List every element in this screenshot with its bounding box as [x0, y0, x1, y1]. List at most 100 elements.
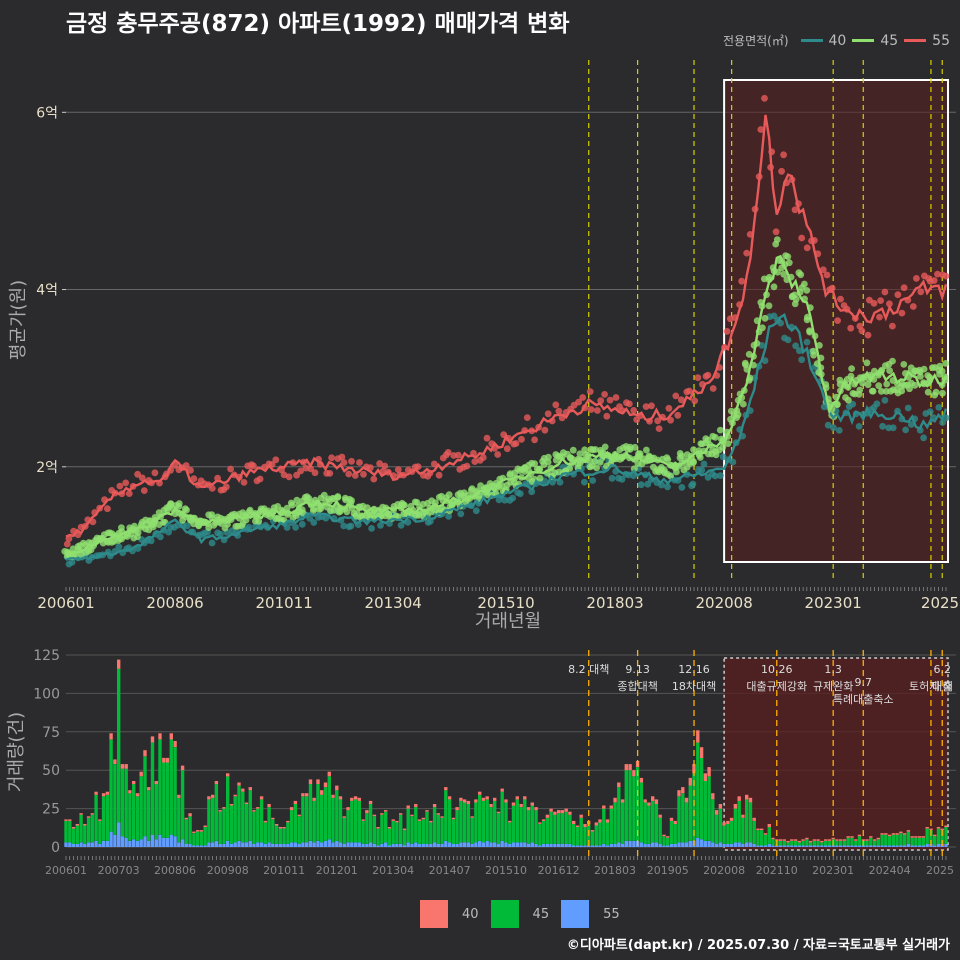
volume-bar-55-90: [402, 845, 407, 847]
volume-bar-40-35: [195, 830, 200, 832]
scatter-point-45-405: [569, 459, 576, 466]
volume-bar-45-84: [380, 814, 384, 844]
scatter-point-40-117: [501, 496, 509, 504]
scatter-point-45-688: [924, 372, 932, 379]
scatter-point-45-303: [443, 497, 451, 505]
scatter-point-45-420: [589, 446, 597, 454]
scatter-point-45-372: [528, 478, 536, 485]
volume-bar-45-175: [722, 825, 726, 844]
scatter-point-45-153: [255, 518, 263, 525]
volume-bar-55-219: [887, 845, 892, 847]
volume-bar-55-83: [376, 845, 380, 847]
volume-bar-55-88: [395, 843, 399, 847]
volume-bar-45-106: [462, 802, 467, 843]
scatter-point-45-446: [618, 453, 625, 461]
volume-bar-40-24: [154, 781, 158, 785]
scatter-point-45-121: [214, 513, 222, 521]
scatter-point-45-300: [439, 497, 447, 505]
volume-bar-40-50: [252, 810, 256, 812]
volume-bar-40-14: [117, 659, 121, 669]
scatter-point-45-373: [528, 459, 535, 467]
volume-bar-55-26: [162, 837, 166, 847]
scatter-point-40-40: [214, 529, 222, 537]
legend-swatch-55: [904, 39, 927, 42]
volume-bar-45-8: [94, 794, 98, 841]
scatter-point-40-152: [635, 465, 642, 472]
scatter-point-45-11: [74, 546, 82, 553]
volume-bar-55-155: [647, 843, 651, 847]
volume-bar-55-56: [274, 843, 279, 847]
volume-bar-55-29: [173, 836, 177, 847]
volume-bar-45-114: [493, 800, 497, 843]
scatter-point-45-50: [121, 532, 129, 540]
volume-bar-55-215: [872, 845, 877, 847]
scatter-point-55-122: [521, 427, 529, 434]
volume-bar-40-224: [906, 830, 911, 832]
scatter-point-40-119: [509, 494, 517, 502]
volume-bar-55-75: [346, 842, 350, 847]
scatter-point-45-26: [92, 536, 99, 544]
volume-bar-45-209: [850, 837, 854, 846]
volume-bar-55-100: [440, 843, 444, 847]
scatter-point-45-247: [370, 506, 377, 513]
scatter-point-45-15: [81, 541, 89, 549]
scatter-point-45-309: [448, 501, 456, 509]
volume-bar-55-124: [530, 842, 534, 847]
scatter-point-45-575: [780, 270, 788, 278]
volume-bar-55-31: [180, 839, 185, 847]
volume-bar-55-8: [94, 840, 98, 847]
scatter-point-45-193: [301, 493, 309, 501]
volume-bar-45-57: [278, 828, 283, 844]
scatter-point-45-574: [781, 261, 789, 269]
scatter-point-40-161: [667, 472, 675, 479]
scatter-point-45-457: [635, 450, 642, 458]
scatter-point-45-385: [544, 458, 552, 466]
volume-bar-40-41: [218, 810, 222, 812]
scatter-point-40-135: [570, 470, 577, 478]
volume-bar-45-20: [139, 776, 143, 840]
scatter-point-55-120: [512, 440, 520, 447]
scatter-point-45-93: [179, 510, 187, 517]
scatter-point-40-61: [292, 523, 299, 531]
scatter-point-40-79: [359, 514, 366, 522]
scatter-point-55-55: [268, 461, 276, 468]
scatter-point-40-88: [392, 512, 399, 519]
scatter-point-40-199: [811, 363, 819, 371]
volume-bar-55-185: [760, 845, 764, 847]
volume-bar-40-140: [590, 830, 595, 832]
volume-bar-45-215: [872, 840, 877, 846]
volume-bar-55-131: [557, 843, 561, 847]
scatter-point-55-137: [579, 394, 587, 401]
scatter-point-55-183: [751, 205, 759, 213]
scatter-point-45-187: [295, 502, 303, 509]
scatter-point-55-225: [909, 303, 917, 310]
scatter-point-40-192: [784, 336, 792, 344]
volume-bar-55-134: [568, 843, 572, 847]
volume-bar-55-79: [361, 843, 365, 847]
scatter-point-45-344: [492, 480, 500, 487]
scatter-point-45-173: [278, 517, 285, 525]
scatter-point-55-177: [726, 315, 734, 323]
scatter-point-45-700: [939, 389, 946, 397]
scatter-point-45-3: [66, 553, 74, 560]
volume-bar-45-23: [150, 742, 155, 835]
scatter-point-55-181: [743, 249, 751, 257]
scatter-point-45-476: [657, 466, 665, 474]
volume-bar-45-157: [654, 804, 659, 843]
volume-bar-45-229: [925, 828, 929, 844]
volume-bar-45-88: [395, 822, 399, 844]
volume-bar-40-151: [632, 770, 636, 777]
scatter-point-45-610: [824, 395, 832, 403]
scatter-point-55-76: [348, 457, 355, 465]
scatter-point-55-145: [606, 396, 614, 404]
volume-bar-55-86: [387, 845, 392, 847]
volume-bar-55-24: [154, 839, 158, 847]
scatter-point-45-195: [305, 495, 313, 502]
scatter-point-45-668: [897, 383, 905, 390]
volume-bar-40-143: [602, 805, 606, 809]
volume-bar-40-40: [214, 781, 219, 785]
volume-bar-55-183: [752, 843, 756, 847]
scatter-point-45-99: [187, 517, 195, 524]
volume-bar-55-135: [572, 845, 576, 847]
scatter-point-40-47: [239, 525, 247, 533]
